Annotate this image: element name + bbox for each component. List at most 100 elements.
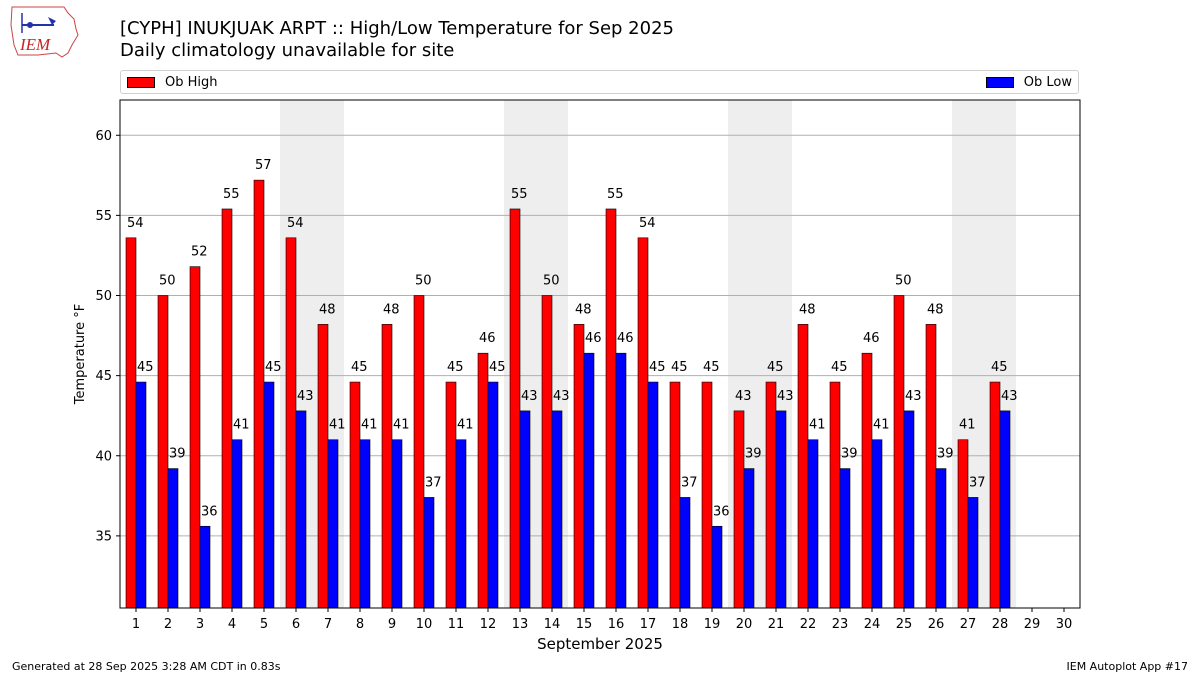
x-tick-label: 2 [164,617,172,632]
bar-low-day-11 [455,439,467,609]
data-label-low: 41 [873,418,890,433]
bar-low-day-3 [199,525,211,609]
data-label-high: 45 [831,360,848,375]
bar-high-day-13 [509,208,521,609]
data-label-low: 41 [393,418,410,433]
data-label-high: 50 [895,274,912,289]
bar-high-day-15 [573,324,585,609]
bar-low-day-14 [551,410,563,609]
x-tick-label: 23 [832,617,849,632]
x-tick-label: 5 [260,617,268,632]
bar-high-day-10 [413,295,425,609]
plot-area [119,99,1081,609]
data-label-high: 50 [415,274,432,289]
data-label-high: 57 [255,158,272,173]
bar-high-day-21 [765,381,777,609]
data-label-high: 45 [351,360,368,375]
data-label-high: 48 [319,302,336,317]
y-tick-label: 50 [95,289,112,304]
data-label-high: 54 [639,216,656,231]
bar-high-day-18 [669,381,681,609]
data-label-low: 46 [585,331,602,346]
data-label-low: 39 [745,447,762,462]
data-label-low: 41 [361,418,378,433]
x-tick-label: 17 [640,617,657,632]
bar-low-day-18 [679,497,691,609]
x-tick-label: 10 [416,617,433,632]
data-label-low: 45 [137,360,154,375]
x-tick-label: 9 [388,617,396,632]
bar-low-day-7 [327,439,339,609]
x-tick-label: 6 [292,617,300,632]
data-label-low: 36 [713,504,730,519]
bar-low-day-4 [231,439,243,609]
data-label-high: 54 [287,216,304,231]
bar-high-day-23 [829,381,841,609]
y-tick-label: 35 [95,529,112,544]
x-tick-label: 20 [736,617,753,632]
x-tick-label: 19 [704,617,721,632]
data-label-high: 48 [927,302,944,317]
legend-label-low: Ob Low [1023,75,1072,90]
x-tick-label: 22 [800,617,817,632]
bar-low-day-10 [423,497,435,609]
x-tick-label: 14 [544,617,561,632]
bar-high-day-7 [317,324,329,609]
data-label-high: 50 [543,274,560,289]
chart-subtitle: Daily climatology unavailable for site [120,40,455,61]
data-label-low: 41 [233,418,250,433]
bar-low-day-15 [583,352,595,609]
data-label-low: 43 [553,389,570,404]
data-label-low: 41 [457,418,474,433]
data-label-high: 50 [159,274,176,289]
data-label-low: 39 [169,447,186,462]
footer-generated-text: Generated at 28 Sep 2025 3:28 AM CDT in … [12,660,281,673]
legend-swatch-high [127,77,155,88]
x-tick-label: 21 [768,617,785,632]
legend: Ob High Ob Low [120,70,1079,94]
bar-high-day-20 [733,410,745,609]
data-label-high: 45 [703,360,720,375]
y-tick-label: 40 [95,449,112,464]
bar-high-day-24 [861,352,873,609]
bar-low-day-8 [359,439,371,609]
bar-high-day-8 [349,381,361,609]
x-tick-label: 8 [356,617,364,632]
legend-item-low: Ob Low [985,75,1072,90]
data-label-high: 48 [575,302,592,317]
y-tick-label: 45 [95,369,112,384]
data-label-low: 43 [521,389,538,404]
data-label-low: 41 [809,418,826,433]
x-tick-label: 7 [324,617,332,632]
data-label-low: 36 [201,504,218,519]
data-label-high: 54 [127,216,144,231]
data-label-high: 52 [191,245,208,260]
data-label-low: 37 [969,475,986,490]
x-tick-label: 27 [960,617,977,632]
data-label-high: 45 [767,360,784,375]
bar-low-day-17 [647,381,659,609]
bar-high-day-28 [989,381,1001,609]
x-tick-label: 1 [132,617,140,632]
data-label-high: 48 [799,302,816,317]
data-label-low: 46 [617,331,634,346]
x-tick-label: 18 [672,617,689,632]
x-tick-label: 11 [448,617,465,632]
x-axis-label: September 2025 [537,635,663,653]
legend-swatch-low [985,77,1014,88]
chart-title: [CYPH] INUKJUAK ARPT :: High/Low Tempera… [120,18,674,39]
bar-high-day-27 [957,439,969,609]
data-label-low: 39 [841,447,858,462]
legend-label-high: Ob High [165,75,218,90]
data-label-low: 43 [297,389,314,404]
data-label-low: 45 [489,360,506,375]
bar-high-day-4 [221,208,233,609]
legend-item-high: Ob High [127,75,218,90]
bar-high-day-26 [925,324,937,609]
bar-high-day-14 [541,295,553,609]
x-tick-label: 29 [1024,617,1041,632]
x-tick-label: 16 [608,617,625,632]
data-label-high: 41 [959,418,976,433]
x-tick-label: 4 [228,617,236,632]
bar-high-day-19 [701,381,713,609]
